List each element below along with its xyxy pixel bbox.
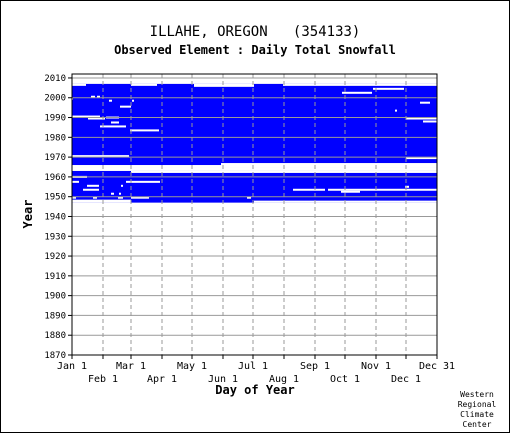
y-tick-label: 1960 (44, 173, 66, 183)
plot-border (71, 73, 438, 356)
plot-border-rect (71, 73, 438, 356)
coverage-gap (194, 83, 254, 87)
missing-segment (111, 121, 119, 124)
missing-segment (118, 196, 123, 199)
coverage-gap (131, 170, 437, 173)
x-tick-label: Nov 1 (361, 361, 391, 372)
y-tick-label: 1980 (44, 133, 66, 143)
missing-segment (97, 95, 100, 98)
coverage-gap (72, 199, 131, 203)
y-tick-label: 1970 (44, 153, 66, 163)
missing-segment (405, 185, 409, 188)
y-axis-label: Year (21, 200, 35, 229)
y-tick-label: 1910 (44, 272, 66, 282)
x-tick-label: Apr 1 (147, 374, 177, 385)
missing-segment (373, 87, 404, 90)
x-axis-label: Day of Year (215, 383, 294, 397)
missing-segment (293, 188, 325, 191)
y-tick-label: 2000 (44, 94, 66, 104)
missing-segment (72, 196, 76, 199)
missing-segment (130, 129, 159, 132)
y-tick-label: 1940 (44, 212, 66, 222)
credit-line: Center (462, 420, 492, 429)
chart-title: ILLAHE, OREGON (354133) (149, 24, 361, 40)
missing-segment (423, 120, 437, 123)
missing-segment (406, 157, 437, 160)
record-block (72, 83, 437, 168)
y-axis-ticks: 1870 1880 1890 1900 1910 1920 1930 1940 1950 1960… (44, 74, 72, 361)
missing-segment (126, 180, 160, 183)
missing-segment (131, 196, 149, 199)
missing-segment (83, 188, 99, 191)
missing-segment (87, 184, 99, 187)
missing-segment (328, 188, 437, 191)
missing-segment (341, 190, 360, 193)
coverage-gap (221, 163, 437, 168)
x-tick-label: Sep 1 (300, 361, 330, 372)
missing-segment (88, 117, 105, 120)
missing-segment (406, 117, 437, 120)
coverage-gap (72, 165, 221, 168)
record-block (72, 170, 437, 203)
y-tick-label: 1870 (44, 351, 66, 361)
missing-segment (420, 101, 430, 104)
y-tick-label: 1900 (44, 292, 66, 302)
missing-segment (72, 115, 100, 118)
missing-segment (247, 196, 251, 199)
missing-segment (93, 196, 97, 199)
x-tick-label: Aug 1 (269, 374, 299, 385)
y-tick-label: 1890 (44, 311, 66, 321)
missing-segment (395, 109, 397, 112)
missing-segment (72, 155, 129, 158)
y-tick-label: 1930 (44, 232, 66, 242)
y-tick-label: 1920 (44, 252, 66, 262)
x-tick-label: Jan 1 (57, 361, 87, 372)
x-tick-label: Oct 1 (330, 374, 360, 385)
missing-segment (121, 184, 123, 187)
credit-block: Western Regional Climate Center (452, 390, 502, 430)
missing-segment (132, 99, 134, 102)
missing-segment (72, 180, 79, 183)
x-tick-label: Dec 31 (419, 361, 455, 372)
x-tick-label: Feb 1 (88, 374, 118, 385)
credit-line: Climate (460, 410, 494, 419)
x-axis-ticks: Jan 1 Mar 1 May 1 Jul 1 Sep 1 Nov 1 Dec 31 Feb … (57, 355, 455, 385)
x-tick-label: Dec 1 (391, 374, 421, 385)
coverage-gap (283, 83, 437, 86)
y-tick-label: 2010 (44, 74, 66, 84)
missing-segment (111, 192, 114, 195)
coverage-gap (131, 83, 157, 86)
y-tick-label: 1880 (44, 331, 66, 341)
record-blocks (72, 83, 437, 203)
missing-segment (119, 192, 121, 195)
x-tick-label: May 1 (177, 361, 207, 372)
missing-segment (100, 125, 126, 128)
x-tick-label: Jul 1 (238, 361, 268, 372)
missing-segment (91, 95, 95, 98)
missing-segment (342, 91, 372, 94)
missing-segment (120, 105, 131, 108)
chart-subtitle: Observed Element : Daily Total Snowfall (114, 43, 396, 57)
y-tick-label: 1990 (44, 114, 66, 124)
coverage-gap (72, 83, 86, 86)
y-tick-label: 1950 (44, 193, 66, 203)
missing-segment (109, 99, 112, 102)
x-tick-label: Jun 1 (208, 374, 238, 385)
credit-line: Regional (457, 400, 497, 409)
x-tick-label: Mar 1 (116, 361, 146, 372)
credit-line: Western (460, 390, 494, 399)
